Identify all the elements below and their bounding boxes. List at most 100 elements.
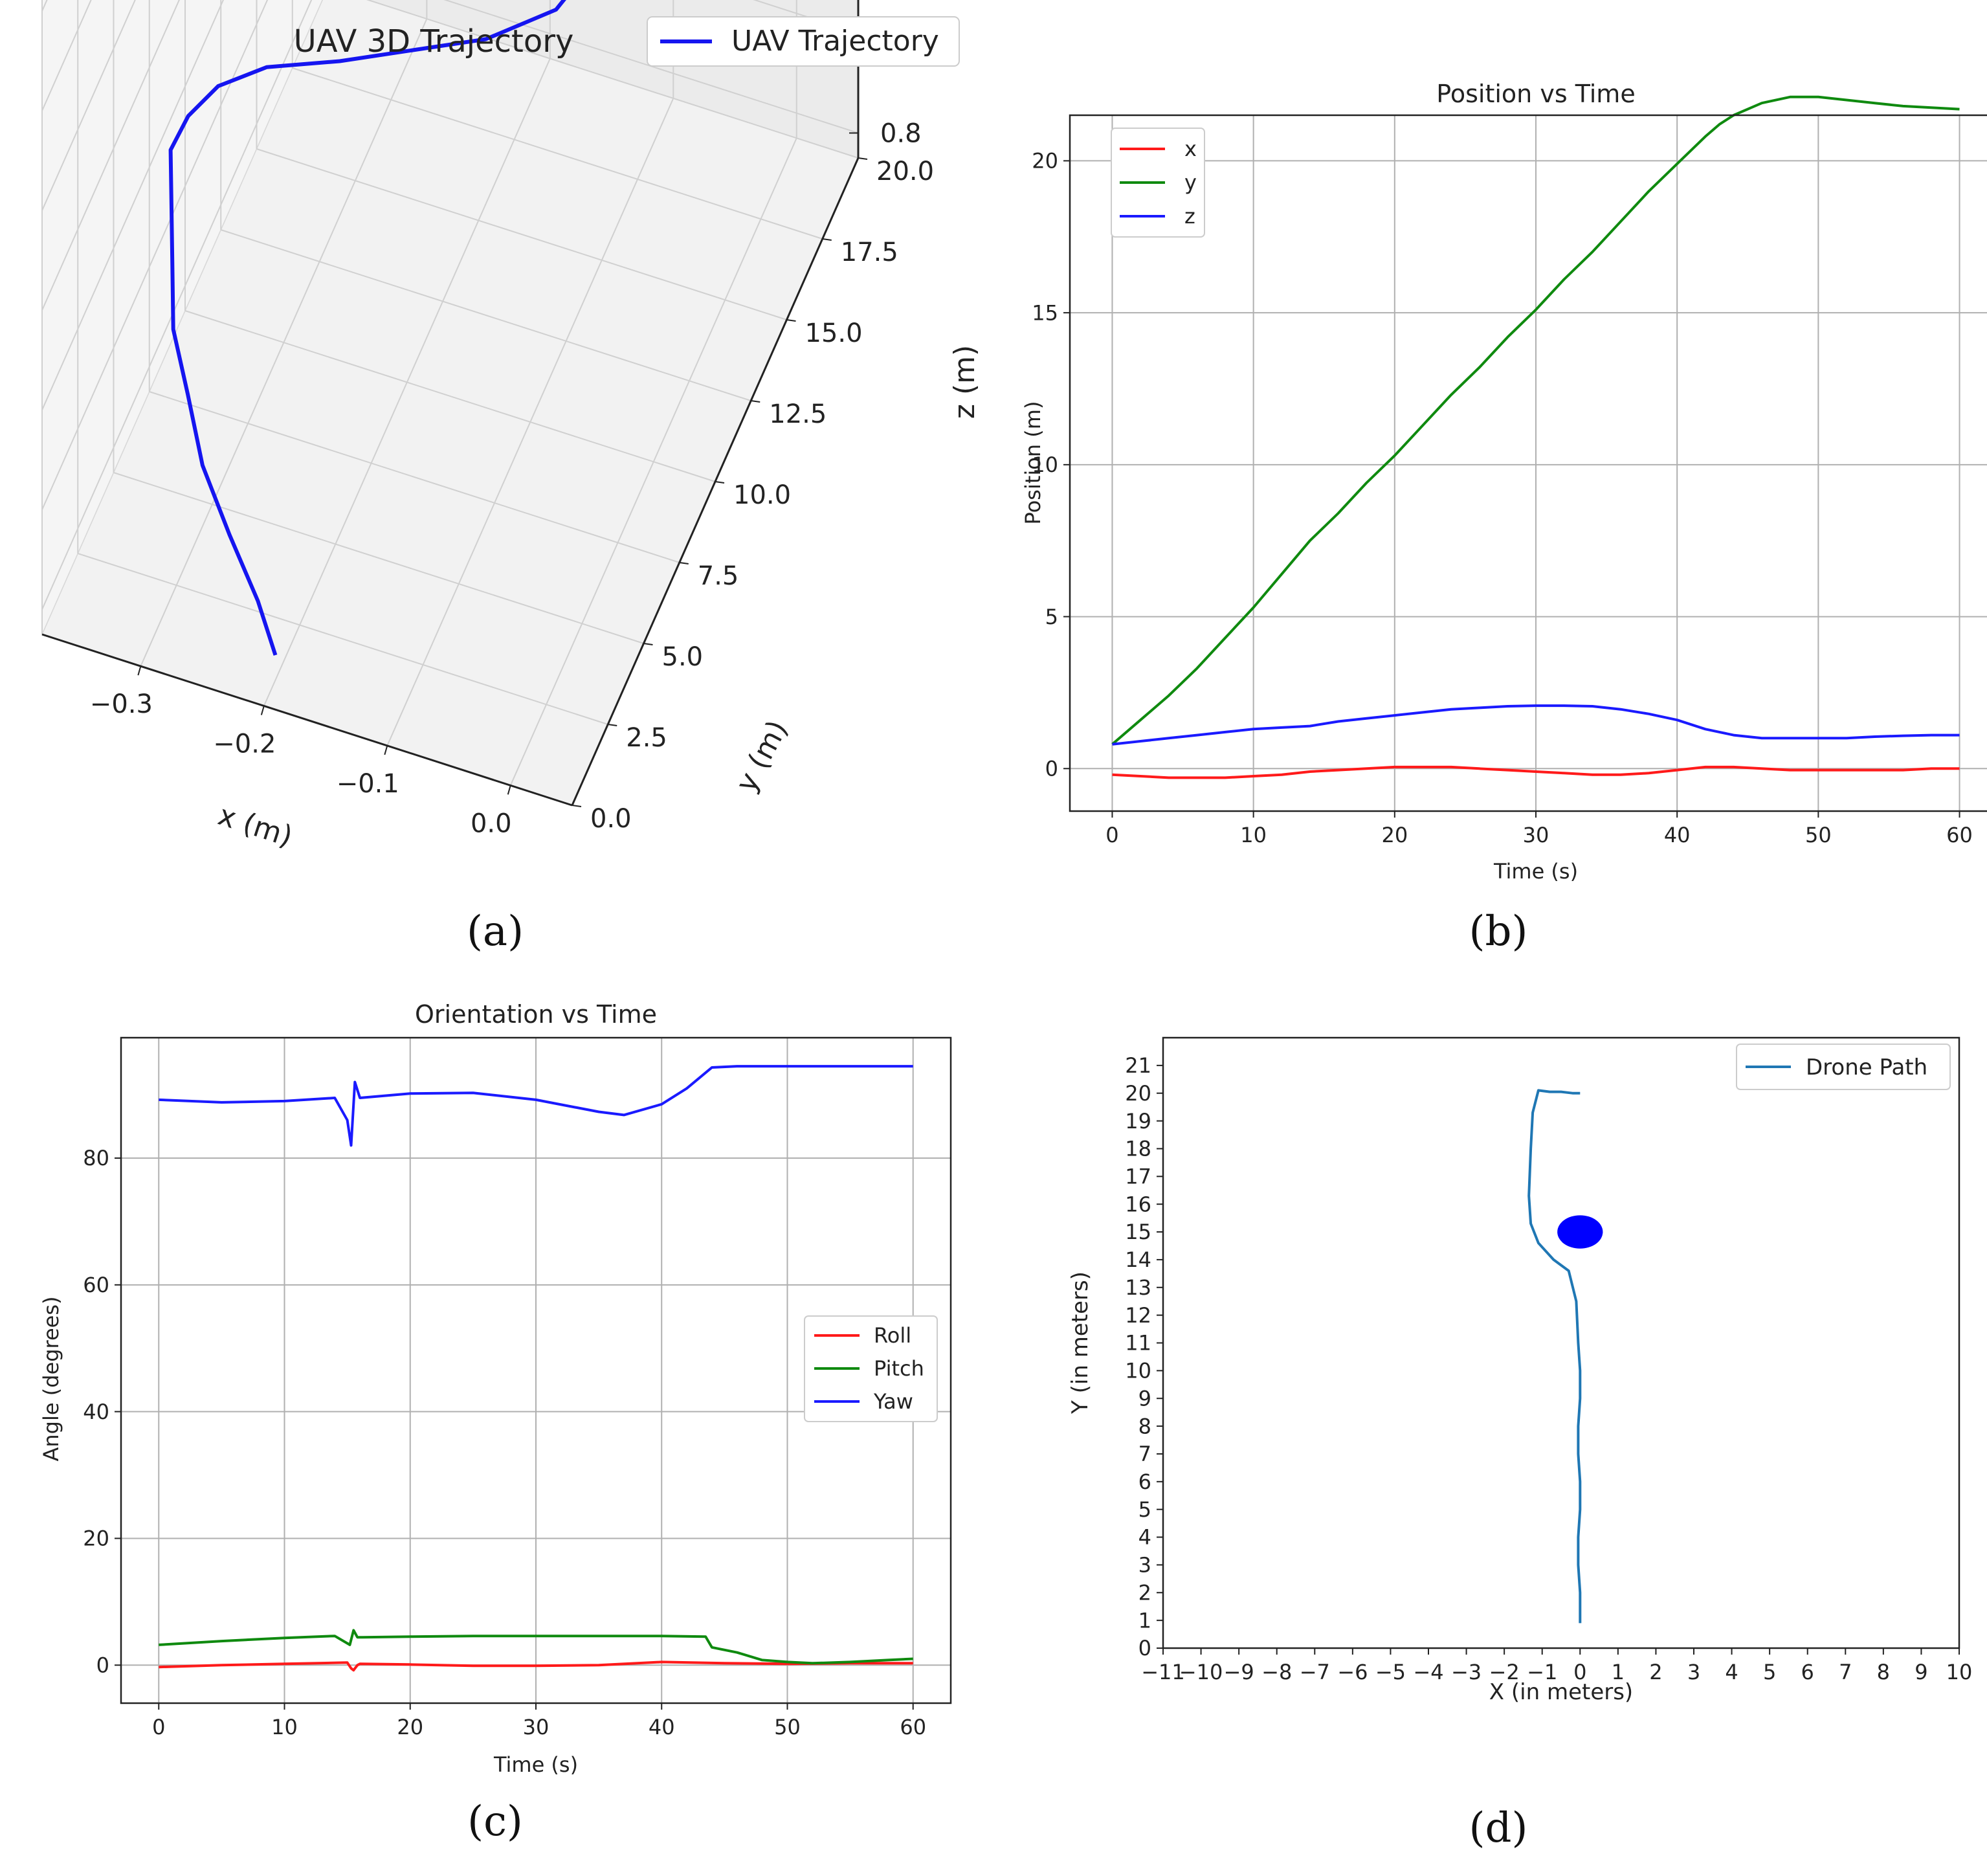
- panel-d-series: [1527, 1089, 1582, 1624]
- panel-a-grid-z-back: [443, 0, 859, 134]
- panel-a-y-tick-mark: [643, 643, 653, 645]
- x-tick-label: 0: [152, 1715, 165, 1739]
- y-tick-label: 10: [1125, 1359, 1151, 1383]
- panel-a-y-tick-label: 20.0: [876, 157, 934, 186]
- panel-a-x-tick-label: −0.3: [90, 689, 153, 719]
- panel-a-y-tick-mark: [786, 319, 796, 322]
- y-tick-label: 1: [1138, 1608, 1151, 1633]
- y-tick-label: 60: [83, 1273, 109, 1297]
- panel-c-x-ticks: 0 10 20 30 40 50 60: [152, 1703, 926, 1739]
- panel-b-legend: xyz: [1111, 128, 1205, 238]
- y-tick-label: 19: [1125, 1109, 1151, 1133]
- x-tick-label: 40: [1664, 823, 1691, 847]
- panel-a-y-tick-label: 0.0: [590, 804, 632, 834]
- x-tick-label: 10: [271, 1715, 298, 1739]
- panel-b-legend-label-y: y: [1184, 170, 1197, 195]
- x-tick-label: −9: [1224, 1660, 1254, 1684]
- y-tick-label: 7: [1138, 1442, 1151, 1466]
- panel-c-y-ticks: 0 20 40 60 80: [83, 1146, 121, 1677]
- y-tick-label: 0: [1138, 1636, 1151, 1660]
- x-tick-label: 30: [523, 1715, 549, 1739]
- series-line-pitch: [159, 1629, 913, 1665]
- y-tick-label: 16: [1125, 1192, 1151, 1216]
- panel-a-y-tick-label: 12.5: [769, 399, 827, 429]
- panel-a-grid-z-back: [753, 0, 859, 34]
- panel-a-grid-y-floor: [184, 310, 716, 482]
- panel-d-x-ticks: −11−10 −9 −8 −7 −6 −5 −4 −3 −2 −1 0 1 2 3 4 5 6 7 8 9 10: [1141, 1648, 1972, 1684]
- panel-d-legend-box: [1736, 1044, 1951, 1090]
- panel-a-grid-z-side: [41, 0, 180, 311]
- panel-a-x-tick-mark: [137, 665, 142, 676]
- y-tick-label: 13: [1125, 1275, 1151, 1300]
- panel-c-series: [159, 1065, 913, 1672]
- x-tick-label: −3: [1451, 1660, 1482, 1684]
- panel-a-axes-panes: [41, 0, 860, 806]
- y-tick-label: 0: [96, 1653, 109, 1677]
- panel-a-y-tick-label: 17.5: [841, 238, 898, 267]
- panel-a-y-tick-mark: [822, 238, 832, 241]
- panel-d-obstacle: [1557, 1215, 1603, 1249]
- panel-a-legend: UAV Trajectory: [647, 16, 960, 67]
- panel-a-x-tick-label: −0.2: [213, 730, 276, 759]
- y-tick-label: 80: [83, 1146, 109, 1170]
- panel-d-legend: Drone Path: [1736, 1044, 1951, 1090]
- panel-a-grid-y-floor: [149, 391, 680, 563]
- series-line-x: [1112, 765, 1960, 779]
- panel-a-grid-y-floor: [77, 553, 608, 725]
- x-tick-label: 50: [1805, 823, 1832, 847]
- panel-b-legend-label-x: x: [1184, 137, 1197, 161]
- panel-label-d: (d): [1469, 1804, 1528, 1852]
- x-tick-label: −4: [1413, 1660, 1443, 1684]
- panel-a-grid-z-side: [41, 0, 225, 410]
- series-line-yaw: [159, 1065, 913, 1147]
- x-tick-label: 2: [1649, 1660, 1662, 1684]
- x-tick-label: 50: [774, 1715, 801, 1739]
- panel-a-legend-box: [647, 16, 960, 67]
- x-tick-label: −1: [1527, 1660, 1557, 1684]
- y-tick-label: 5: [1138, 1497, 1151, 1522]
- panel-a-x-tick-mark: [260, 706, 265, 715]
- panel-d-plot-frame: [1162, 1036, 1960, 1649]
- panel-b-y-label: Position (m): [1021, 401, 1045, 525]
- x-tick-label: 10: [1240, 823, 1267, 847]
- x-tick-label: 10: [1946, 1660, 1973, 1684]
- y-tick-label: 18: [1125, 1137, 1151, 1161]
- panel-a-grid-y-floor: [113, 472, 644, 644]
- panel-a-x-axis-line: [41, 633, 573, 807]
- panel-a-y-tick-label: 15.0: [805, 318, 863, 348]
- x-tick-label: 30: [1523, 823, 1549, 847]
- x-tick-label: 0: [1105, 823, 1118, 847]
- panel-b-x-label: Time (s): [1493, 859, 1578, 884]
- panel-a-title: UAV 3D Trajectory: [294, 23, 574, 60]
- panel-a-x-tick-label: −0.1: [337, 769, 399, 799]
- panel-c-legend-box: [804, 1315, 938, 1422]
- panel-a-z-tick-label: 0.8: [880, 118, 922, 148]
- panel-b-x-ticks: 0 10 20 30 40 50 60: [1105, 811, 1973, 847]
- x-tick-label: 9: [1915, 1660, 1927, 1684]
- panel-d-x-label: X (in meters): [1489, 1679, 1633, 1705]
- x-tick-label: −11: [1141, 1660, 1185, 1684]
- x-tick-label: 40: [649, 1715, 675, 1739]
- x-tick-label: −7: [1300, 1660, 1330, 1684]
- panel-label-b: (b): [1469, 908, 1528, 955]
- panel-c-legend-label-pitch: Pitch: [874, 1356, 924, 1381]
- y-tick-label: 20: [1125, 1081, 1151, 1106]
- x-tick-label: −2: [1489, 1660, 1520, 1684]
- x-tick-label: 6: [1801, 1660, 1814, 1684]
- panel-a-grid-y-floor: [292, 67, 823, 240]
- series-line-z: [1112, 704, 1960, 746]
- panel-a-grid-z-side: [41, 0, 313, 610]
- panel-d-drone-path: −11−10 −9 −8 −7 −6 −5 −4 −3 −2 −1 0 1 2 3 4 5 6 7 8 9 10 012…: [1067, 1036, 1972, 1705]
- panel-a-x-tick-label: 0.0: [471, 809, 512, 838]
- x-tick-label: 0: [1573, 1660, 1586, 1684]
- panel-a-y-tick-mark: [679, 562, 689, 564]
- x-tick-label: 4: [1725, 1660, 1738, 1684]
- panel-b-gridlines: [1070, 115, 1987, 811]
- y-tick-label: 5: [1045, 605, 1058, 629]
- y-tick-label: 11: [1125, 1331, 1151, 1356]
- panel-b-title: Position vs Time: [1436, 80, 1635, 108]
- panel-c-legend-label-roll: Roll: [874, 1323, 911, 1348]
- panel-c-x-label: Time (s): [493, 1752, 578, 1777]
